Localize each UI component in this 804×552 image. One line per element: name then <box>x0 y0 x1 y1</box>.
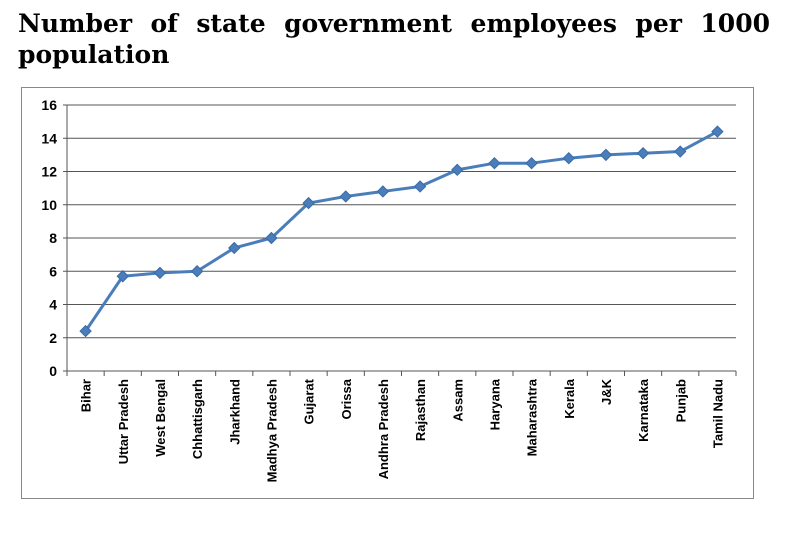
data-point <box>488 156 501 170</box>
x-tick-label: Bihar <box>79 379 94 412</box>
data-point <box>116 270 129 283</box>
x-tick-label: Kerala <box>562 378 577 419</box>
y-tick-label: 8 <box>49 230 57 246</box>
data-point <box>413 180 427 193</box>
data-point <box>674 145 687 158</box>
y-tick-label: 2 <box>49 330 57 346</box>
y-tick-label: 16 <box>41 97 57 113</box>
data-point <box>265 231 278 245</box>
x-tick-label: Orissa <box>339 378 354 419</box>
x-tick-label: Karnataka <box>636 378 651 442</box>
data-point <box>636 147 650 160</box>
x-tick-label: J&K <box>599 378 614 405</box>
data-point <box>79 324 92 338</box>
data-point <box>190 265 204 278</box>
data-point <box>562 151 575 165</box>
x-tick-label: Uttar Pradesh <box>116 379 131 464</box>
data-point <box>711 125 724 138</box>
series-line <box>84 130 719 332</box>
y-tick-label: 0 <box>49 363 57 379</box>
data-point <box>302 196 315 210</box>
x-tick-label: Punjab <box>673 379 688 422</box>
data-point <box>339 190 352 203</box>
y-tick-label: 6 <box>49 263 57 279</box>
data-point <box>376 185 390 198</box>
x-tick-label: Jharkhand <box>227 379 242 445</box>
x-tick-label: Gujarat <box>302 378 317 424</box>
x-tick-label: Andhra Pradesh <box>376 379 391 479</box>
y-tick-label: 10 <box>41 197 57 213</box>
data-point <box>153 266 167 280</box>
x-tick-label: Assam <box>450 379 465 422</box>
data-point <box>451 163 464 177</box>
y-tick-label: 14 <box>41 130 57 146</box>
x-tick-label: Rajasthan <box>413 379 428 441</box>
data-point <box>228 241 241 255</box>
y-tick-label: 12 <box>41 164 57 180</box>
x-tick-label: Chhattisgarh <box>190 379 205 459</box>
chart-frame <box>21 87 754 499</box>
data-point <box>599 148 613 162</box>
x-tick-label: West Bengal <box>153 379 168 457</box>
data-point <box>525 156 538 170</box>
x-tick-label: Tamil Nadu <box>710 379 725 448</box>
chart-title: Number of state government employees per… <box>18 9 770 69</box>
y-tick-label: 4 <box>49 297 57 313</box>
x-tick-label: Haryana <box>487 378 502 430</box>
x-tick-label: Madhya Pradesh <box>264 379 279 482</box>
x-tick-label: Maharashtra <box>525 378 540 456</box>
